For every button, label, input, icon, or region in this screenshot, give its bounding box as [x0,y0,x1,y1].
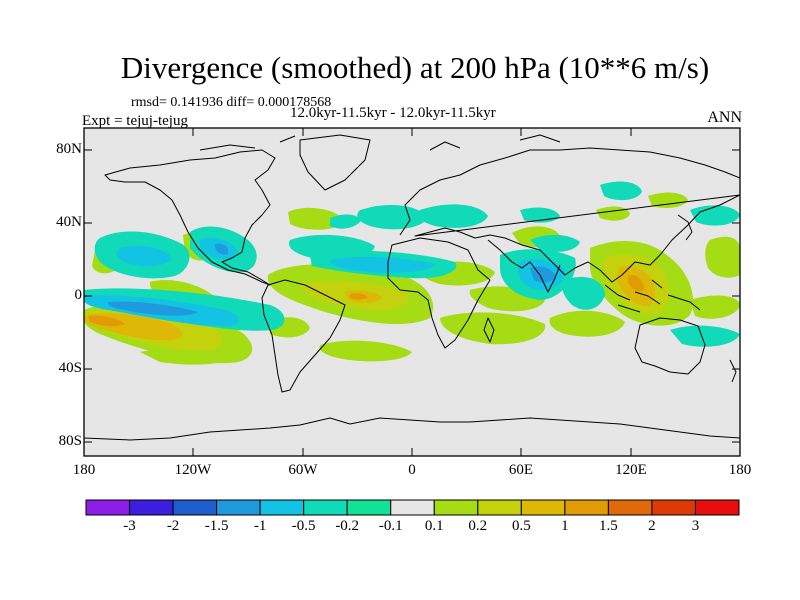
colorbar-swatch [694,499,740,516]
period-label: 12.0kyr-11.5kyr - 12.0kyr-11.5kyr [290,105,496,121]
colorbar-label: 0.2 [468,518,488,534]
colorbar-swatch [346,499,392,516]
colorbar-swatch [216,499,261,516]
peak-positive-areas [88,274,644,327]
arctic-islands-coast [199,134,561,151]
x-tick-120e: 120E [615,462,647,478]
colorbar-label: -0.5 [291,518,316,534]
colorbar [85,499,740,516]
axis-ticks [84,128,740,456]
europe-asia-coast [399,147,740,283]
north-america-coast [104,149,276,286]
colorbar-swatch [477,499,522,516]
colorbar-label: -2 [166,518,180,534]
divergence-field [84,181,740,365]
japan-coast [677,214,693,241]
colorbar-label: 2 [648,518,656,534]
colorbar-label: 0.5 [511,518,531,534]
y-tick-40n: 40N [56,214,82,230]
colorbar-label: -1.5 [204,518,229,534]
x-tick-60w: 60W [288,462,318,478]
map-title: Divergence (smoothed) at 200 hPa (10**6 … [120,50,710,85]
new-zealand-coast [729,359,737,383]
colorbar-swatch [129,499,174,516]
colorbar-swatch [172,499,218,516]
colorbar-label: -0.1 [378,518,403,534]
x-tick-120w: 120W [174,462,212,478]
y-tick-80s: 80S [58,433,82,449]
y-tick-80n: 80N [56,141,82,157]
x-tick-180-left: 180 [72,462,96,478]
x-tick-180-right: 180 [728,462,752,478]
arabia-india-coast [487,239,561,293]
colorbar-swatch [259,499,305,516]
maritime-continent-coast [604,279,701,313]
season-label: ANN [707,109,742,126]
colorbar-swatch [390,499,435,516]
colorbar-label: -3 [123,518,136,534]
africa-coast [387,237,491,349]
y-tick-40s: 40S [58,360,82,376]
colorbar-label: 1.5 [599,518,618,534]
colorbar-swatch [303,499,348,516]
colorbar-label: -1 [253,518,267,534]
coastlines [84,134,740,441]
greenland-coast [299,134,371,191]
colorbar-label: 3 [691,518,700,534]
x-tick-0: 0 [408,462,416,478]
antarctica-coast [84,417,740,441]
colorbar-swatch [520,499,566,516]
colorbar-label: -0.2 [335,518,360,534]
x-tick-60e: 60E [508,462,534,478]
colorbar-swatch [85,499,131,516]
australia-coast [634,317,706,375]
colorbar-swatch [433,499,479,516]
y-tick-0: 0 [74,287,83,303]
stats-label: rmsd= 0.141936 diff= 0.000178568 [131,95,332,110]
experiment-label: Expt = tejuj-tejug [82,113,188,129]
colorbar-swatch [651,499,696,516]
south-america-coast [261,279,346,393]
colorbar-label: 1 [561,518,569,534]
colorbar-label: 0.1 [424,518,444,534]
madagascar-coast [483,317,495,343]
colorbar-swatch [607,499,653,516]
colorbar-swatch [564,499,609,516]
